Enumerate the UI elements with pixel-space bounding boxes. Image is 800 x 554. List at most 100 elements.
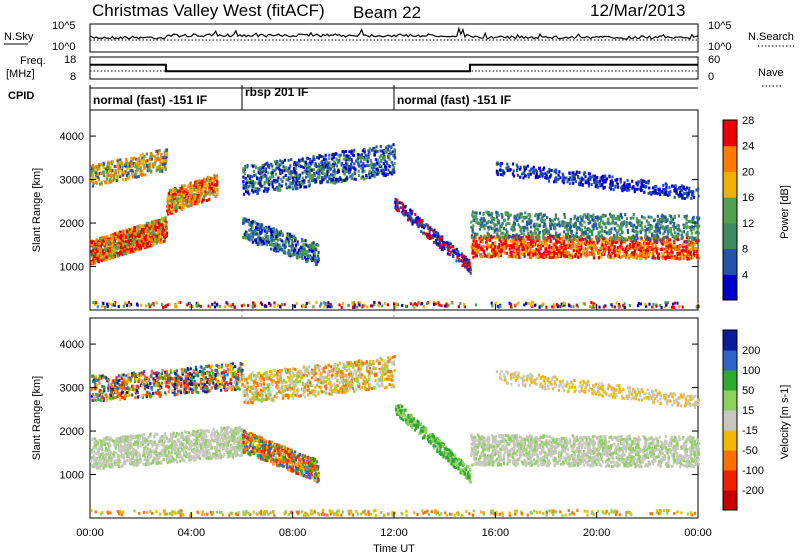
power-cell bbox=[283, 158, 286, 162]
power-cell bbox=[293, 184, 297, 188]
power-cell bbox=[269, 180, 272, 184]
power-cell bbox=[509, 244, 512, 248]
power-cell bbox=[311, 174, 314, 178]
power-cell bbox=[193, 184, 196, 188]
power-cell bbox=[275, 166, 278, 170]
power-cell bbox=[104, 167, 107, 171]
power-cell bbox=[268, 183, 271, 187]
power-cell bbox=[111, 160, 114, 164]
power-cell bbox=[546, 216, 549, 220]
power-cell bbox=[597, 251, 600, 255]
power-cell bbox=[168, 193, 171, 197]
power-cell bbox=[326, 170, 329, 174]
power-cell bbox=[304, 160, 307, 164]
power-cell bbox=[362, 161, 365, 165]
power-cell bbox=[268, 225, 271, 229]
power-cell bbox=[252, 185, 255, 189]
power-cell bbox=[291, 185, 294, 189]
power-cell bbox=[270, 241, 273, 245]
power-cell bbox=[427, 227, 430, 231]
power-cell bbox=[134, 235, 137, 239]
power-cell bbox=[350, 149, 353, 153]
power-cell bbox=[478, 227, 482, 231]
power-cell bbox=[130, 242, 133, 246]
power-cell bbox=[163, 235, 166, 239]
power-cell bbox=[150, 169, 153, 173]
power-cell bbox=[303, 255, 307, 259]
power-cell bbox=[533, 230, 536, 234]
power-cell bbox=[174, 209, 177, 213]
power-cell bbox=[111, 168, 114, 172]
power-cell bbox=[98, 171, 101, 175]
power-cell bbox=[98, 246, 101, 250]
power-cell bbox=[661, 252, 664, 256]
power-cell bbox=[484, 224, 487, 228]
power-cell bbox=[316, 175, 319, 179]
power-cell bbox=[568, 237, 571, 241]
power-cell bbox=[312, 168, 315, 172]
power-cell bbox=[109, 254, 112, 258]
power-cell bbox=[148, 237, 151, 241]
power-cell bbox=[545, 241, 548, 245]
power-cell bbox=[384, 160, 387, 164]
power-cell bbox=[534, 252, 537, 256]
power-cell bbox=[691, 247, 695, 251]
power-cell bbox=[531, 244, 534, 248]
power-cell bbox=[609, 254, 612, 258]
power-cell bbox=[636, 237, 639, 241]
power-cell bbox=[163, 228, 166, 232]
power-cell bbox=[455, 247, 458, 251]
power-cell bbox=[90, 173, 93, 177]
power-cell bbox=[324, 176, 327, 180]
power-cell bbox=[669, 253, 672, 256]
power-cell bbox=[344, 157, 347, 161]
power-cell bbox=[651, 244, 654, 248]
power-cell bbox=[127, 171, 130, 175]
power-cell bbox=[476, 244, 479, 248]
power-cell bbox=[292, 181, 295, 185]
power-cell bbox=[115, 247, 118, 251]
power-cell bbox=[619, 244, 622, 248]
power-cell bbox=[363, 177, 366, 181]
power-cell bbox=[371, 148, 374, 152]
power-cell bbox=[590, 243, 593, 247]
power-cell bbox=[348, 170, 352, 174]
power-cell bbox=[179, 193, 182, 196]
power-cell bbox=[309, 176, 312, 180]
power-cell bbox=[178, 189, 181, 193]
power-cell bbox=[166, 209, 169, 213]
power-cell bbox=[363, 169, 366, 173]
power-cell bbox=[449, 246, 452, 250]
power-cell bbox=[594, 247, 597, 251]
power-cell bbox=[188, 183, 191, 187]
power-cell bbox=[694, 223, 697, 227]
power-cell bbox=[126, 243, 129, 247]
power-cell bbox=[197, 197, 200, 201]
power-cell bbox=[488, 243, 491, 247]
power-cell bbox=[312, 178, 315, 182]
power-cell bbox=[549, 218, 552, 221]
power-cell bbox=[271, 164, 274, 168]
power-cell bbox=[293, 167, 296, 170]
power-cell bbox=[278, 182, 281, 186]
power-cell bbox=[544, 218, 547, 222]
power-cell bbox=[382, 151, 385, 155]
power-cell bbox=[300, 159, 303, 163]
power-cell bbox=[324, 153, 327, 157]
power-cell bbox=[530, 241, 533, 245]
power-cell bbox=[186, 189, 189, 193]
power-cell bbox=[298, 251, 301, 255]
power-cell bbox=[690, 247, 693, 251]
power-cell bbox=[157, 232, 160, 236]
power-cell bbox=[129, 228, 132, 232]
power-cell bbox=[504, 240, 507, 244]
power-cell bbox=[244, 184, 248, 188]
power-cell bbox=[184, 190, 187, 193]
power-cell bbox=[200, 184, 203, 188]
power-cell bbox=[160, 157, 163, 160]
power-cell bbox=[315, 242, 319, 246]
power-cell bbox=[373, 148, 376, 152]
power-cell bbox=[387, 168, 390, 172]
power-cell bbox=[317, 156, 320, 160]
power-cell bbox=[513, 249, 516, 253]
